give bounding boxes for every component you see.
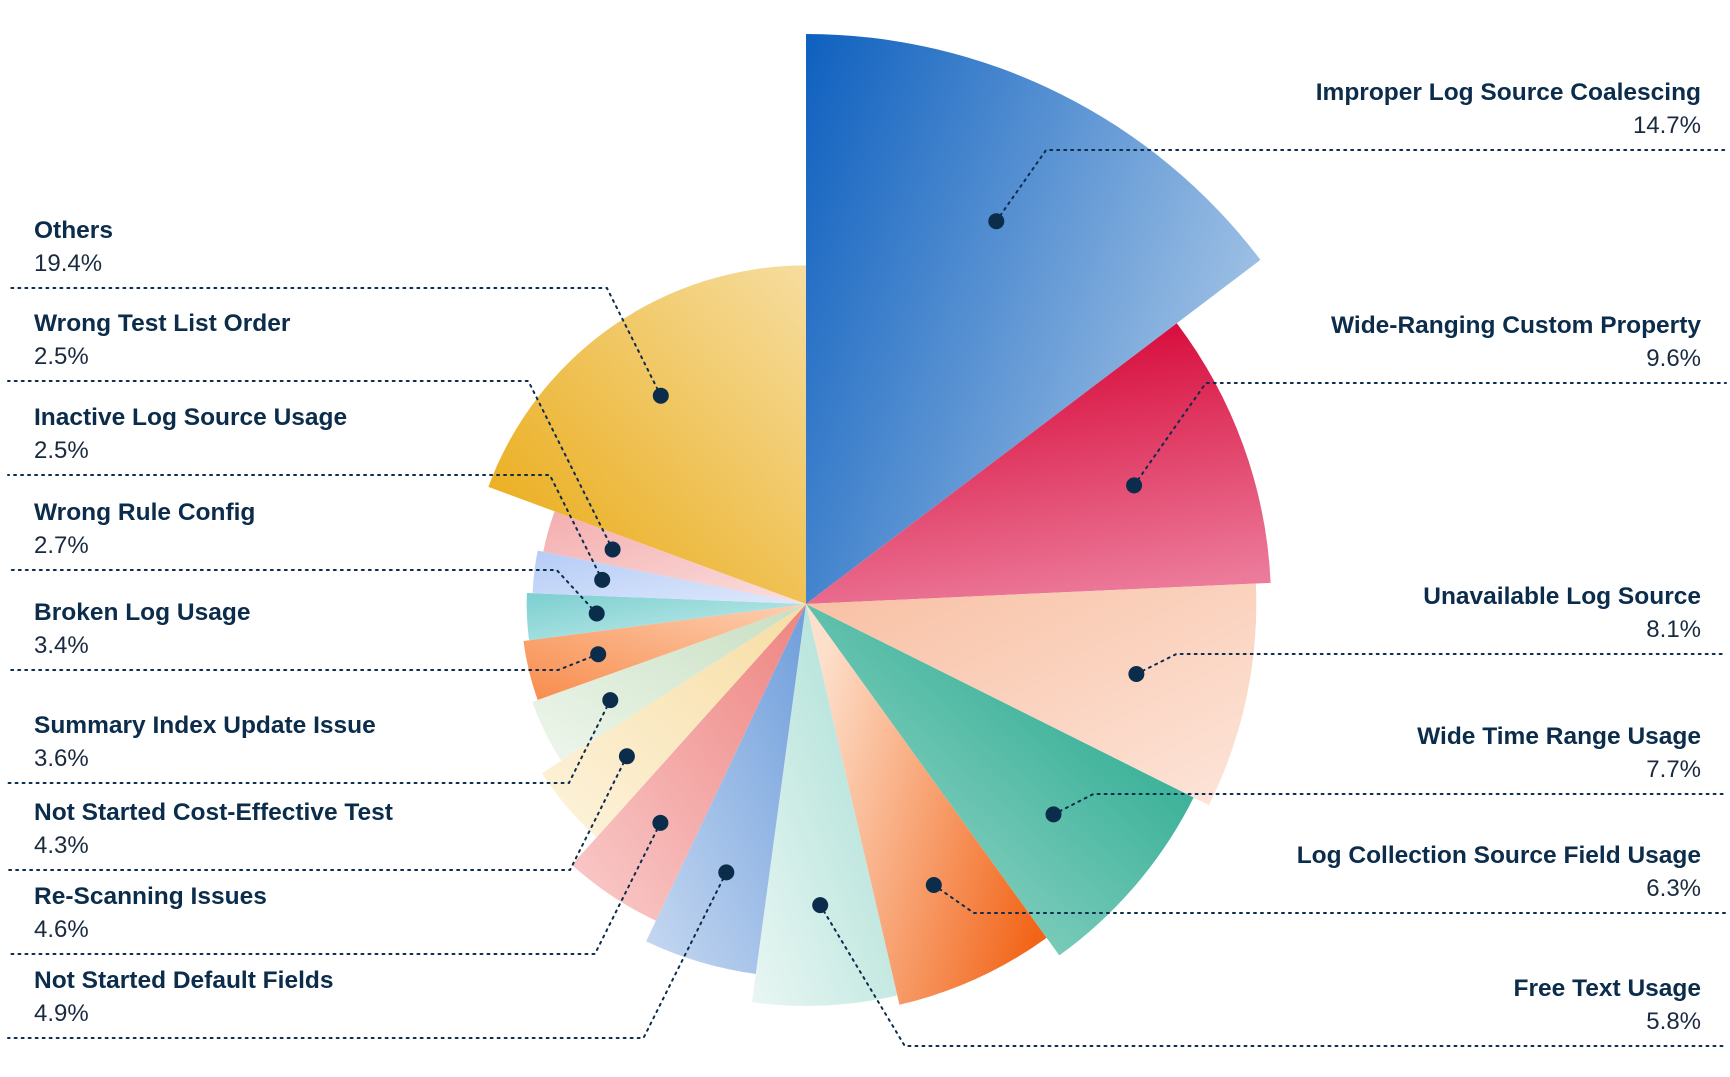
label-name-summary-index-update-issue: Summary Index Update Issue — [34, 712, 376, 739]
label-name-inactive-log-source-usage: Inactive Log Source Usage — [34, 404, 347, 431]
label-name-free-text-usage: Free Text Usage — [1514, 975, 1701, 1002]
leader-line-summary-index-update-issue — [7, 699, 612, 784]
label-value-wide-ranging-custom-property: 9.6% — [1646, 345, 1701, 372]
leader-line-log-collection-source-field-usage — [932, 884, 1727, 914]
dot-unavailable-log-source — [1128, 666, 1145, 682]
label-name-wide-time-range-usage: Wide Time Range Usage — [1417, 723, 1701, 750]
slice-wide-ranging-custom-property[interactable] — [806, 323, 1271, 604]
label-name-wrong-rule-config: Wrong Rule Config — [34, 499, 255, 526]
slice-free-text-usage[interactable] — [751, 604, 898, 1006]
slices-layer — [488, 34, 1271, 1006]
slice-log-collection-source-field-usage[interactable] — [806, 604, 1047, 1005]
label-name-unavailable-log-source: Unavailable Log Source — [1423, 583, 1701, 610]
label-value-wide-time-range-usage: 7.7% — [1646, 756, 1701, 783]
label-value-re-scanning-issues: 4.6% — [34, 916, 89, 943]
leader-line-others — [7, 287, 662, 397]
labels-layer: Improper Log Source Coalescing 14.7% Wide-… — [34, 79, 1701, 1035]
label-value-improper-log-source-coalescing: 14.7% — [1633, 112, 1701, 139]
label-value-wrong-test-list-order: 2.5% — [34, 343, 89, 370]
slice-summary-index-update-issue[interactable] — [532, 604, 806, 761]
slice-others[interactable] — [488, 265, 806, 604]
leader-lines-layer — [7, 149, 1727, 1047]
slice-wide-time-range-usage[interactable] — [806, 604, 1194, 956]
label-name-broken-log-usage: Broken Log Usage — [34, 599, 250, 626]
label-name-not-started-cost-effective-test: Not Started Cost-Effective Test — [34, 799, 393, 826]
dot-inactive-log-source-usage — [594, 571, 611, 588]
dot-wide-ranging-custom-property — [1126, 477, 1143, 494]
label-value-log-collection-source-field-usage: 6.3% — [1646, 875, 1701, 902]
leader-line-unavailable-log-source — [1135, 653, 1727, 675]
slice-re-scanning-issues[interactable] — [571, 604, 806, 921]
label-value-wrong-rule-config: 2.7% — [34, 532, 89, 559]
leader-line-wrong-test-list-order — [7, 380, 614, 551]
dot-not-started-cost-effective-test — [618, 748, 635, 765]
label-name-others: Others — [34, 217, 113, 244]
label-value-broken-log-usage: 3.4% — [34, 632, 89, 659]
leader-line-re-scanning-issues — [7, 821, 662, 955]
label-value-not-started-cost-effective-test: 4.3% — [34, 832, 89, 859]
dot-log-collection-source-field-usage — [925, 877, 942, 893]
dot-wrong-test-list-order — [604, 541, 621, 558]
dot-improper-log-source-coalescing — [988, 213, 1005, 230]
leader-line-wide-ranging-custom-property — [1133, 382, 1727, 487]
leader-line-not-started-cost-effective-test — [7, 755, 628, 871]
dot-not-started-default-fields — [718, 864, 735, 881]
label-name-wrong-test-list-order: Wrong Test List Order — [34, 310, 291, 337]
dot-free-text-usage — [812, 897, 829, 914]
label-value-summary-index-update-issue: 3.6% — [34, 745, 89, 772]
slice-improper-log-source-coalescing[interactable] — [806, 34, 1261, 604]
label-name-not-started-default-fields: Not Started Default Fields — [34, 967, 333, 994]
slice-wrong-test-list-order[interactable] — [543, 511, 806, 604]
dot-re-scanning-issues — [652, 814, 669, 831]
slice-unavailable-log-source[interactable] — [806, 583, 1257, 806]
label-name-re-scanning-issues: Re-Scanning Issues — [34, 883, 267, 910]
label-value-others: 19.4% — [34, 250, 102, 277]
slice-broken-log-usage[interactable] — [523, 604, 806, 701]
leader-line-broken-log-usage — [7, 653, 600, 671]
slice-not-started-cost-effective-test[interactable] — [542, 604, 806, 838]
slice-not-started-default-fields[interactable] — [646, 604, 806, 974]
dot-broken-log-usage — [590, 646, 607, 663]
leader-line-improper-log-source-coalescing — [995, 149, 1727, 223]
dot-wide-time-range-usage — [1045, 806, 1062, 823]
label-name-log-collection-source-field-usage: Log Collection Source Field Usage — [1297, 842, 1701, 869]
dot-wrong-rule-config — [588, 605, 605, 622]
leader-line-inactive-log-source-usage — [7, 474, 604, 581]
label-value-inactive-log-source-usage: 2.5% — [34, 437, 89, 464]
label-value-unavailable-log-source: 8.1% — [1646, 616, 1701, 643]
slice-inactive-log-source-usage[interactable] — [532, 550, 806, 604]
dot-summary-index-update-issue — [602, 692, 619, 709]
leader-line-not-started-default-fields — [7, 871, 728, 1039]
label-value-free-text-usage: 5.8% — [1646, 1008, 1701, 1035]
dots-layer — [588, 213, 1145, 914]
label-value-not-started-default-fields: 4.9% — [34, 1000, 89, 1027]
dot-others — [652, 387, 669, 404]
leader-line-wide-time-range-usage — [1052, 793, 1727, 816]
slice-wrong-rule-config[interactable] — [526, 593, 806, 641]
label-name-wide-ranging-custom-property: Wide-Ranging Custom Property — [1331, 312, 1701, 339]
label-name-improper-log-source-coalescing: Improper Log Source Coalescing — [1316, 79, 1701, 106]
